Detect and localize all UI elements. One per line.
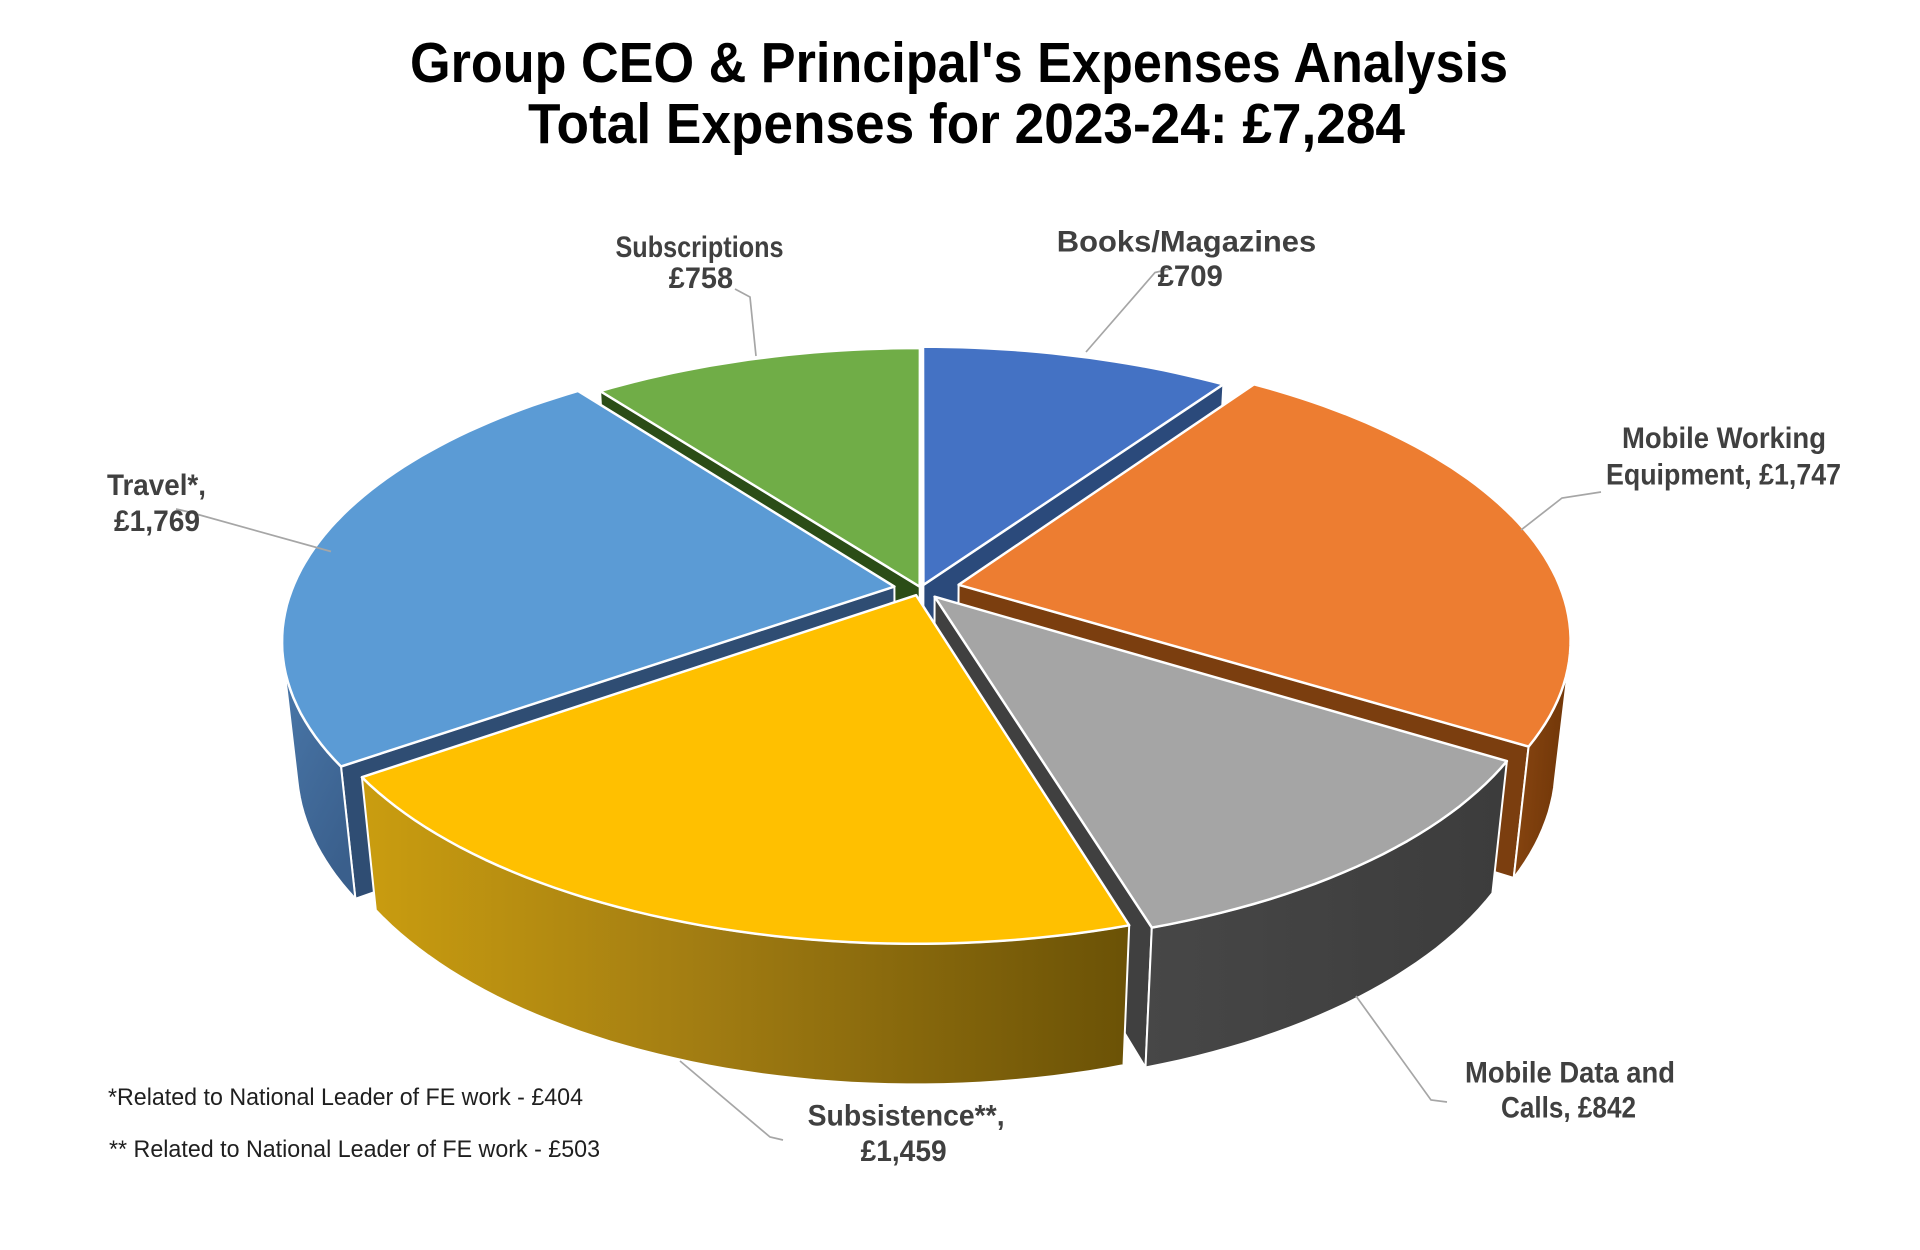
- svg-text:*Related to National Leader of: *Related to National Leader of FE work -…: [108, 1084, 583, 1111]
- svg-text:Mobile Data and: Mobile Data and: [1465, 1057, 1675, 1090]
- svg-text:Subsistence**,: Subsistence**,: [808, 1100, 1005, 1133]
- svg-text:Travel*,: Travel*,: [107, 469, 206, 502]
- svg-text:Equipment, £1,747: Equipment, £1,747: [1606, 459, 1841, 492]
- svg-text:** Related to National Leader: ** Related to National Leader of FE work…: [109, 1136, 600, 1163]
- svg-text:Total Expenses for 2023-24: £7: Total Expenses for 2023-24: £7,284: [528, 92, 1405, 156]
- svg-text:£758: £758: [669, 262, 733, 295]
- svg-text:Calls, £842: Calls, £842: [1501, 1092, 1636, 1125]
- svg-text:Books/Magazines: Books/Magazines: [1057, 226, 1316, 259]
- svg-text:£1,459: £1,459: [861, 1135, 947, 1168]
- svg-text:Mobile Working: Mobile Working: [1622, 422, 1826, 455]
- svg-text:Subscriptions: Subscriptions: [616, 231, 784, 264]
- svg-text:£1,769: £1,769: [114, 505, 200, 538]
- svg-text:Group CEO & Principal's Expens: Group CEO & Principal's Expenses Analysi…: [410, 31, 1508, 95]
- svg-text:£709: £709: [1158, 260, 1223, 293]
